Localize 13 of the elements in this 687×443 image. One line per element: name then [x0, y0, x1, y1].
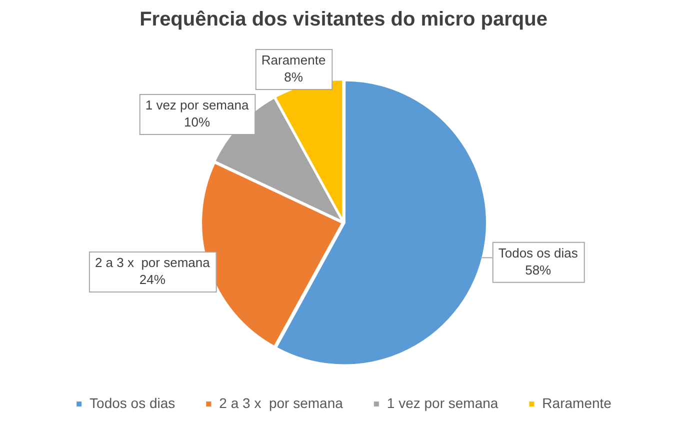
legend-label: 1 vez por semana — [386, 394, 498, 411]
legend-label: Todos os dias — [90, 394, 176, 411]
data-label: 8% — [284, 70, 304, 85]
slice-label: Raramente — [261, 52, 326, 68]
data-label: 24% — [139, 272, 166, 288]
slice-label: Todos os dias — [498, 245, 578, 260]
data-label: 10% — [184, 114, 210, 130]
slice-label: 2 a 3 x por semana — [94, 255, 211, 270]
data-label: 58% — [525, 262, 552, 278]
slice-label: 1 vez por semana — [145, 98, 250, 113]
legend-label: 2 a 3 x por semana — [219, 394, 344, 411]
legend-label: Raramente — [542, 394, 612, 411]
chart-title: Frequência dos visitantes do micro parque — [140, 8, 548, 31]
